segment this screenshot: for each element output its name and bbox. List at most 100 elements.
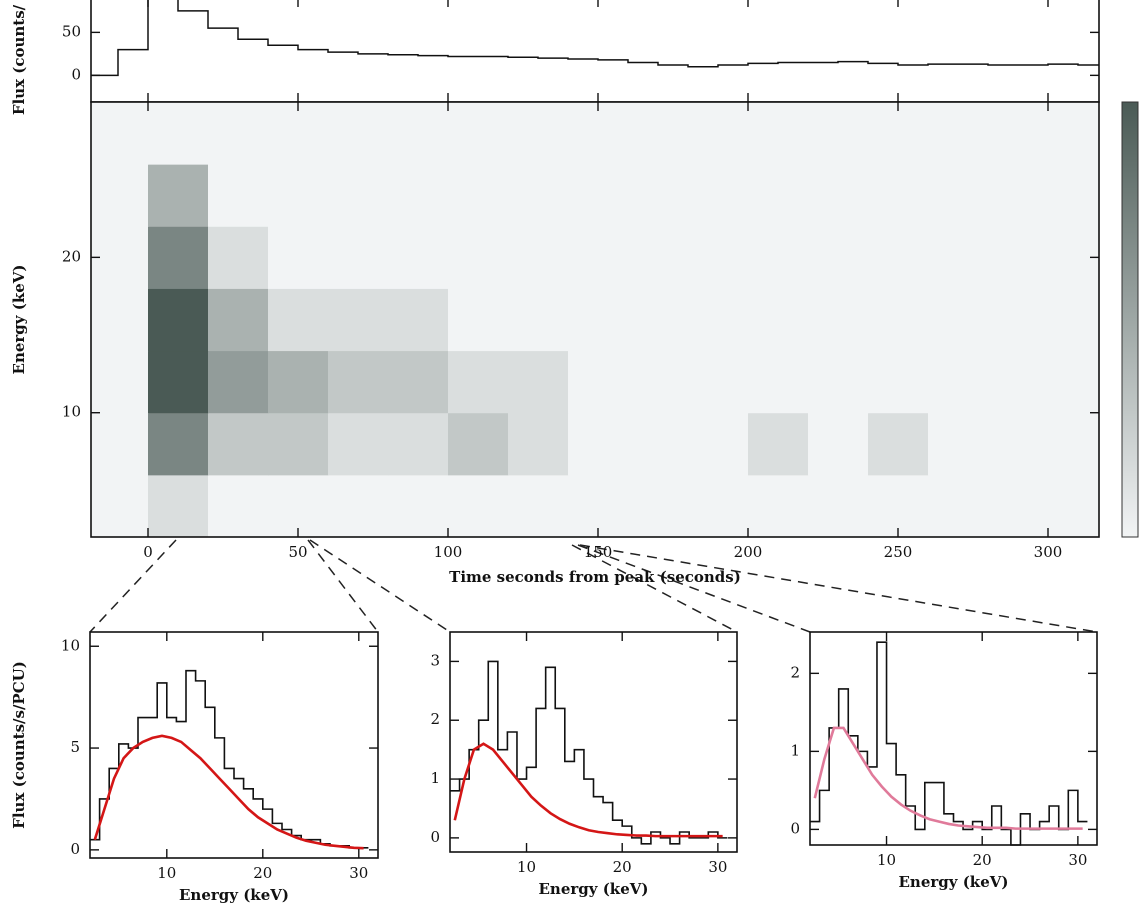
heat-cell	[988, 412, 1049, 476]
heat-cell	[868, 164, 929, 227]
heat-cell	[148, 226, 209, 289]
data-histogram	[810, 641, 1088, 846]
y-tick-label: 0	[70, 840, 80, 858]
y-axis-label: Energy (keV)	[10, 265, 28, 375]
heatmap	[91, 102, 1099, 537]
x-tick-label: 10	[877, 851, 896, 869]
heat-cell	[208, 412, 269, 476]
heat-cell	[748, 164, 809, 227]
heat-cell	[1048, 164, 1099, 227]
heat-cell	[508, 164, 569, 227]
heat-cell	[688, 288, 749, 352]
heat-cell	[568, 412, 629, 476]
x-axis-label: Energy (keV)	[899, 873, 1009, 891]
heat-cell	[808, 350, 869, 414]
heat-cell	[808, 474, 869, 537]
heat-cell	[628, 412, 689, 476]
model-curve	[813, 726, 1083, 830]
x-tick-label: 250	[884, 543, 913, 561]
x-tick-label: 300	[1034, 543, 1063, 561]
heat-cell	[388, 164, 449, 227]
heat-cell	[988, 226, 1049, 289]
plot-frame	[90, 0, 1100, 103]
heat-cell	[448, 102, 509, 165]
light-curve	[91, 0, 1099, 77]
heat-cell	[448, 412, 509, 476]
y-tick-label: 0	[790, 819, 800, 837]
model-curve	[93, 734, 364, 850]
heat-cell	[328, 474, 389, 537]
heat-cell	[808, 102, 869, 165]
heat-cell	[328, 412, 389, 476]
x-tick-label: 30	[349, 864, 368, 882]
y-tick-label: 10	[62, 403, 81, 421]
heat-cell	[448, 226, 509, 289]
heat-cell	[928, 102, 989, 165]
heat-cell	[748, 226, 809, 289]
heat-cell	[91, 474, 149, 537]
heat-cell	[928, 226, 989, 289]
heat-cell	[448, 164, 509, 227]
plot-frame	[89, 631, 379, 859]
heat-cell	[508, 288, 569, 352]
heat-cell	[1048, 474, 1099, 537]
heat-cell	[208, 350, 269, 414]
heat-cell	[628, 350, 689, 414]
heat-cell	[928, 288, 989, 352]
heat-cell	[688, 412, 749, 476]
heat-cell	[748, 288, 809, 352]
heat-cell	[148, 412, 209, 476]
colorbar	[1121, 101, 1139, 538]
y-axis-label: Flux (counts/s/PCU)	[10, 661, 28, 829]
heat-cell	[388, 102, 449, 165]
heat-cell	[988, 288, 1049, 352]
heat-cell	[628, 474, 689, 537]
heat-cell	[808, 226, 869, 289]
x-tick-label: 20	[253, 864, 272, 882]
y-tick-label: 50	[62, 22, 81, 40]
x-tick-label: 20	[973, 851, 992, 869]
heat-cell	[988, 474, 1049, 537]
heat-cell	[568, 474, 629, 537]
heat-cell	[91, 412, 149, 476]
heat-cell	[748, 474, 809, 537]
heat-cell	[988, 102, 1049, 165]
heat-cell	[388, 350, 449, 414]
x-tick-label: 30	[1068, 851, 1087, 869]
heat-cell	[148, 350, 209, 414]
y-tick-label: 0	[430, 828, 440, 846]
heat-cell	[508, 412, 569, 476]
panel: 0 1 2 3 10 20 30 Energy (keV)	[430, 631, 738, 898]
panel: 0 50 Flux (counts/	[10, 0, 1100, 115]
y-tick-label: 0	[71, 65, 81, 83]
heat-cell	[388, 226, 449, 289]
x-axis-label: Energy (keV)	[179, 886, 289, 904]
heat-cell	[868, 350, 929, 414]
heat-cell	[508, 102, 569, 165]
y-tick-label: 2	[790, 663, 800, 681]
heat-cell	[688, 164, 749, 227]
heat-cell	[688, 474, 749, 537]
heat-cell	[628, 226, 689, 289]
heat-cell	[328, 350, 389, 414]
heat-cell	[268, 102, 329, 165]
heat-cell	[868, 226, 929, 289]
heat-cell	[268, 164, 329, 227]
heat-cell	[208, 102, 269, 165]
heat-cell	[268, 412, 329, 476]
y-tick-label: 5	[70, 738, 80, 756]
heat-cell	[868, 474, 929, 537]
heat-cell	[148, 164, 209, 227]
heat-cell	[208, 226, 269, 289]
x-tick-label: 200	[734, 543, 763, 561]
heat-cell	[148, 288, 209, 352]
y-tick-label: 3	[430, 651, 440, 669]
heat-cell	[688, 102, 749, 165]
panel: 0 1 2 10 20 30 Energy (keV)	[790, 631, 1098, 891]
x-tick-label: 100	[434, 543, 463, 561]
heat-cell	[508, 226, 569, 289]
heat-cell	[208, 474, 269, 537]
